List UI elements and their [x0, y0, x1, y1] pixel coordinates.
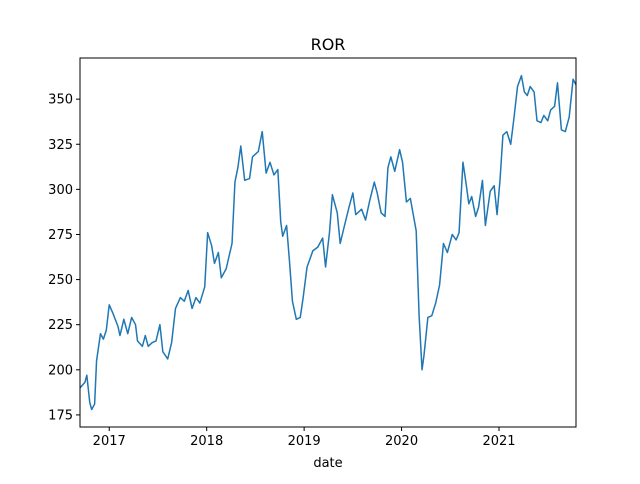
y-tick-label: 200 [48, 363, 73, 378]
x-tick-label: 2021 [482, 434, 515, 449]
y-tick-label: 250 [48, 273, 73, 288]
y-tick-label: 350 [48, 93, 73, 108]
plot-frame [79, 57, 577, 428]
y-tick-label: 275 [48, 228, 73, 243]
y-tick-label: 225 [48, 318, 73, 333]
y-tick-label: 325 [48, 138, 73, 153]
x-axis-label: date [313, 456, 342, 471]
x-tick-label: 2019 [288, 434, 321, 449]
chart-title: ROR [311, 35, 346, 54]
line [79, 74, 577, 411]
y-tick-label: 175 [48, 408, 73, 423]
x-tick-label: 2017 [93, 434, 126, 449]
y-tick-label: 300 [48, 183, 73, 198]
x-tick-label: 2018 [190, 434, 223, 449]
x-tick-label: 2020 [385, 434, 418, 449]
